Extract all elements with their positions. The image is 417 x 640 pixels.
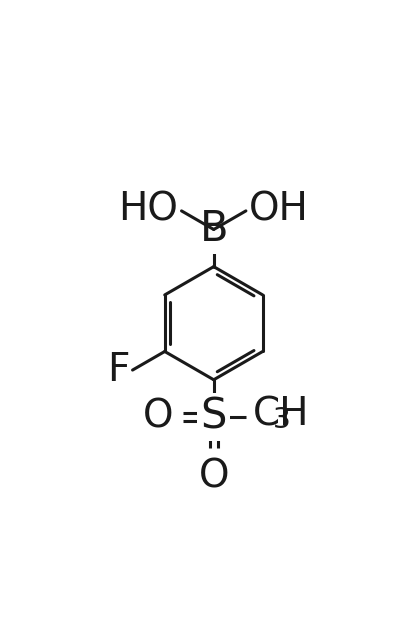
Text: O: O [143, 398, 173, 436]
Text: B: B [199, 209, 228, 250]
Text: F: F [107, 351, 129, 389]
Text: O: O [198, 458, 229, 495]
Text: CH: CH [253, 396, 309, 433]
Text: 3: 3 [273, 406, 291, 433]
Text: OH: OH [249, 190, 309, 228]
Text: S: S [201, 396, 227, 438]
Text: HO: HO [118, 190, 178, 228]
